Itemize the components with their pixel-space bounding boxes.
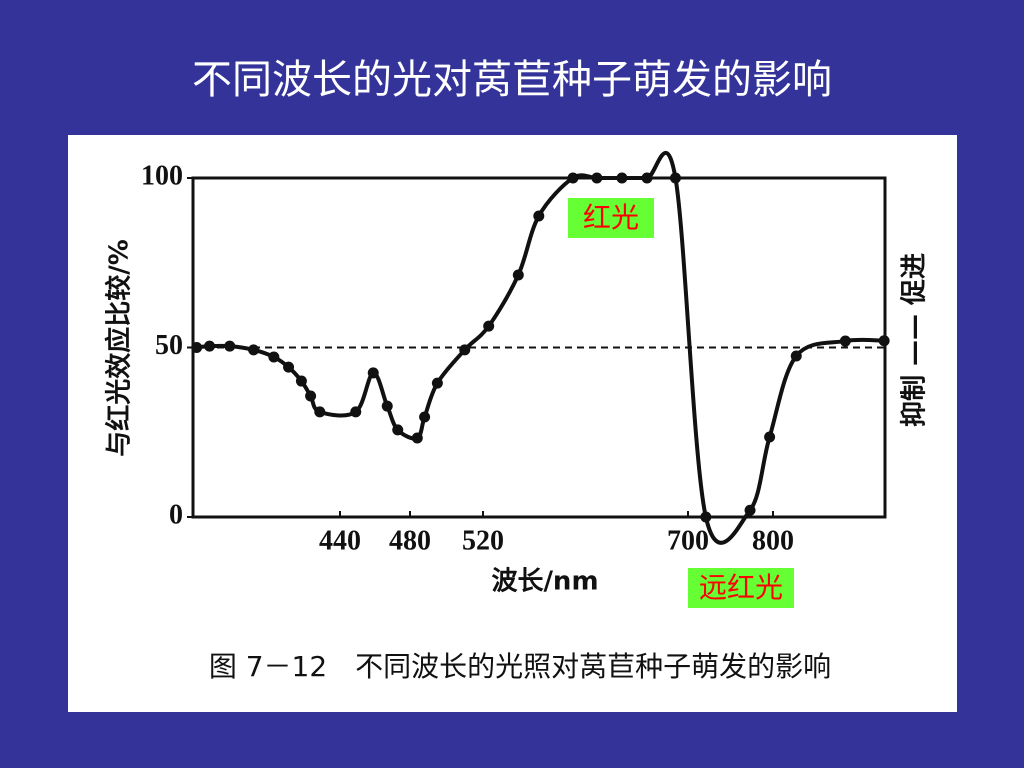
annotation: 远红光 <box>699 571 783 604</box>
point <box>305 390 317 402</box>
point <box>533 210 545 222</box>
point <box>669 172 681 184</box>
point <box>191 342 203 353</box>
point <box>878 335 890 347</box>
x-tick-label: 480 <box>389 525 431 556</box>
slide-title: 不同波长的光对莴苣种子萌发的影响 <box>192 57 832 103</box>
x-tick-label: 520 <box>462 525 504 556</box>
x-tick-label: 700 <box>667 525 709 556</box>
point <box>283 361 295 373</box>
point <box>419 411 431 423</box>
x-axis-label: 波长/nm <box>491 567 598 597</box>
annotation: 红光 <box>583 201 639 234</box>
y-tick-label: 50 <box>155 330 183 361</box>
y-tick-label: 100 <box>141 160 183 191</box>
annotation-box <box>688 568 794 608</box>
caption: 图 7－12 不同波长的光照对莴苣种子萌发的影响 <box>209 650 831 683</box>
annotation-box <box>568 198 654 238</box>
point <box>459 344 471 356</box>
point <box>839 335 851 347</box>
point <box>268 351 280 363</box>
point <box>392 424 404 436</box>
point <box>764 431 776 443</box>
point <box>790 350 802 362</box>
point <box>700 511 712 523</box>
point <box>512 269 524 281</box>
point <box>381 400 393 412</box>
point <box>744 504 756 516</box>
x-tick-label: 440 <box>319 525 361 556</box>
y-tick-label: 0 <box>169 499 183 530</box>
point <box>641 172 653 184</box>
point <box>591 172 603 184</box>
point <box>567 172 579 184</box>
point <box>367 367 379 379</box>
y2-axis-label: 抑制 —— 促进 <box>900 253 930 427</box>
x-tick-label: 800 <box>752 525 794 556</box>
point <box>248 344 260 356</box>
point <box>314 406 326 418</box>
point <box>411 432 423 444</box>
point <box>204 340 216 352</box>
point <box>350 406 362 418</box>
point <box>295 375 307 387</box>
y-axis-label: 与红光效应比较/% <box>104 239 135 457</box>
point <box>431 377 443 389</box>
point <box>616 172 628 184</box>
point <box>224 340 236 352</box>
figure-panel <box>68 135 957 712</box>
point <box>483 320 495 332</box>
